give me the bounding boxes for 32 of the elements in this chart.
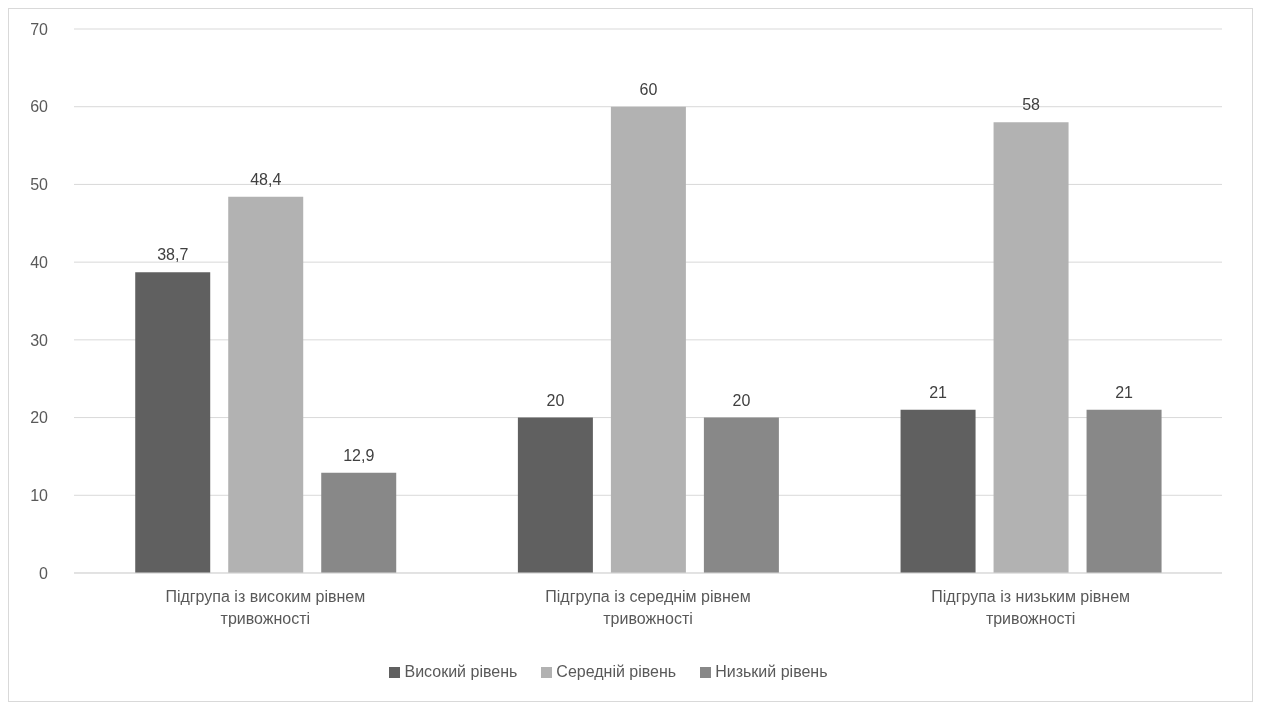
bar — [610, 106, 686, 573]
y-tick-label: 20 — [30, 409, 49, 427]
data-label: 48,4 — [250, 170, 282, 188]
y-tick-label: 70 — [30, 20, 49, 38]
data-label: 20 — [732, 391, 751, 409]
bar — [321, 472, 397, 573]
bar — [517, 417, 593, 573]
x-tick-label: Підгрупа із середнім рівнем тривожності — [545, 588, 751, 628]
y-tick-label: 10 — [30, 486, 49, 504]
data-label: 20 — [546, 391, 565, 409]
bar — [135, 272, 211, 573]
data-label: 60 — [639, 80, 658, 98]
y-tick-label: 30 — [30, 331, 49, 349]
bar — [1086, 409, 1162, 573]
y-tick-label: 50 — [30, 176, 49, 194]
data-label: 58 — [1022, 96, 1041, 114]
legend-label: Низький рівень — [715, 663, 828, 680]
bar — [228, 196, 304, 573]
legend-label: Середній рівень — [556, 663, 677, 680]
data-label: 12,9 — [343, 446, 375, 464]
y-tick-label: 40 — [30, 253, 49, 271]
bar — [900, 409, 976, 573]
y-tick-label: 0 — [39, 564, 49, 582]
data-label: 21 — [929, 383, 948, 401]
y-tick-label: 60 — [30, 98, 49, 116]
data-label: 21 — [1115, 383, 1134, 401]
bar — [703, 417, 779, 573]
x-tick-label: Підгрупа із низьким рівнем тривожності — [931, 588, 1131, 628]
legend-label: Високий рівень — [404, 663, 518, 680]
data-label: 38,7 — [157, 246, 189, 264]
bar — [993, 122, 1069, 573]
x-tick-label: Підгрупа із високим рівнем тривожності — [165, 588, 366, 628]
